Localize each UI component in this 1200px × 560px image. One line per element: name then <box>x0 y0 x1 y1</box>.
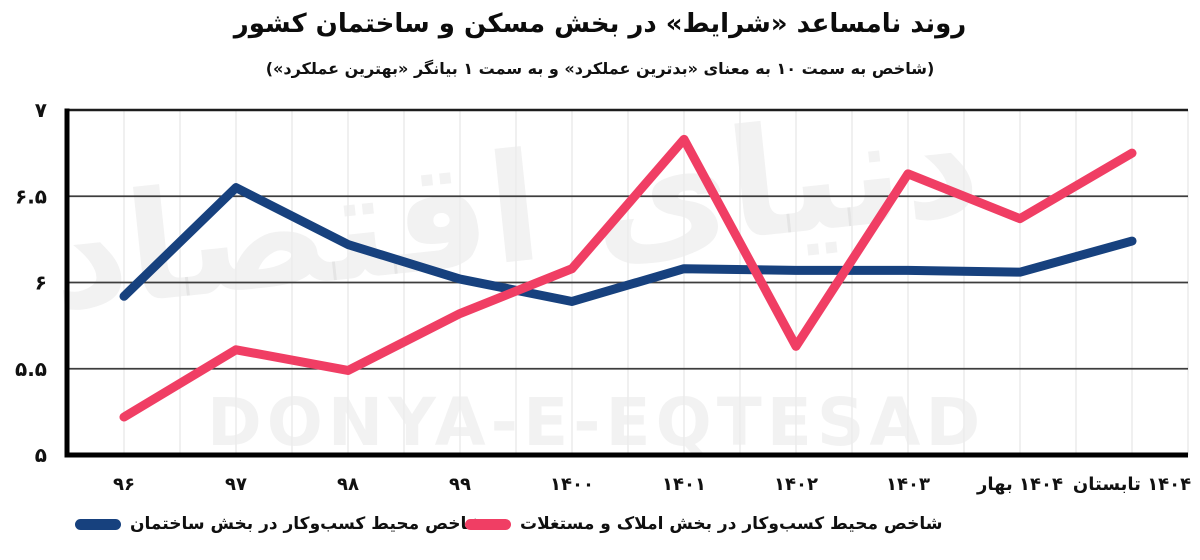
legend-label-construction: شاخص محیط کسب‌وکار در بخش ساختمان <box>130 514 484 534</box>
x-tick-label: ۱۴۰۱ <box>662 474 706 495</box>
x-tick-label: ۹۷ <box>225 474 247 495</box>
series-line-0 <box>119 183 1137 306</box>
series-line-1 <box>119 134 1137 422</box>
x-tick-label: ۱۴۰۲ <box>774 474 818 495</box>
x-tick-label: تابستان‎ ۱۴۰۴ <box>1073 474 1191 495</box>
legend-swatch-realestate <box>465 518 511 530</box>
y-tick-label: ۶.۵ <box>15 184 47 208</box>
y-tick-label: ۷ <box>35 98 47 122</box>
y-tick-label: ۶ <box>35 271 47 295</box>
legend-swatch-construction <box>75 518 121 530</box>
y-tick-label: ۵.۵ <box>15 357 47 381</box>
legend-item-construction: شاخص محیط کسب‌وکار در بخش ساختمان <box>75 514 484 534</box>
legend-label-realestate: شاخص محیط کسب‌وکار در بخش املاک و مستغلا… <box>520 514 943 534</box>
x-tick-label: ۹۶ <box>113 474 135 495</box>
x-tick-label: بهار‎ ۱۴۰۴ <box>976 474 1063 495</box>
chart-title: روند نامساعد «شرایط» در بخش مسکن و ساختم… <box>233 9 967 39</box>
x-tick-label: ۱۴۰۰ <box>550 474 594 495</box>
legend-item-realestate: شاخص محیط کسب‌وکار در بخش املاک و مستغلا… <box>465 514 942 534</box>
chart-subtitle: (شاخص به سمت ۱۰ به معنای «بدترین عملکرد»… <box>265 59 935 78</box>
x-tick-label: ۹۸ <box>337 474 359 495</box>
x-tick-label: ۱۴۰۳ <box>886 474 930 495</box>
y-tick-label: ۵ <box>35 443 47 467</box>
x-tick-label: ۹۹ <box>449 474 471 495</box>
legend: شاخص محیط کسب‌وکار در بخش ساختمان شاخص م… <box>0 508 1200 554</box>
line-chart: ۵ ۵.۵ ۶ ۶.۵ ۷ ۹۶ ۹۷ ۹۸ ۹۹ ۱۴۰۰ ۱۴۰۱ ۱۴۰۲ ۱۴۰۳ بهار‎ ۱… <box>15 98 1191 495</box>
